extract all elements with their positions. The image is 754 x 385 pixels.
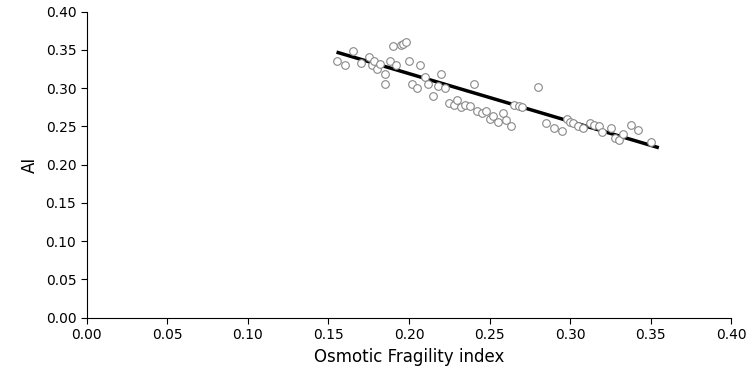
Point (609, 135, 621, 141)
X-axis label: Osmotic Fragility index: Osmotic Fragility index (314, 348, 504, 366)
Point (397, 40, 409, 47)
Point (496, 109, 508, 116)
Point (403, 57, 415, 64)
Point (596, 129, 608, 136)
Point (400, 39, 412, 45)
Point (452, 97, 464, 103)
Point (564, 119, 576, 125)
Point (467, 81, 480, 87)
Point (455, 104, 467, 110)
Point (568, 120, 580, 126)
Point (487, 113, 499, 119)
Point (379, 81, 391, 87)
Point (384, 58, 396, 64)
Point (572, 123, 584, 129)
Point (480, 108, 492, 114)
Point (577, 125, 589, 131)
Point (443, 100, 455, 106)
Point (588, 122, 600, 128)
Point (367, 58, 379, 64)
Y-axis label: AI: AI (20, 156, 38, 173)
Point (605, 125, 617, 131)
Point (374, 60, 386, 67)
Point (422, 81, 434, 87)
Point (439, 85, 451, 91)
Point (379, 71, 391, 77)
Point (347, 48, 359, 54)
Point (556, 128, 569, 134)
Point (406, 81, 418, 87)
Point (428, 93, 440, 99)
Point (390, 62, 402, 68)
Point (492, 119, 504, 125)
Point (435, 71, 447, 77)
Point (504, 123, 516, 129)
Point (593, 123, 605, 129)
Point (395, 42, 407, 48)
Point (330, 58, 342, 64)
Point (612, 137, 624, 143)
Point (548, 125, 560, 131)
Point (363, 54, 375, 60)
Point (584, 119, 596, 126)
Point (459, 102, 471, 108)
Point (464, 102, 477, 109)
Point (448, 102, 460, 108)
Point (339, 62, 351, 68)
Point (476, 109, 488, 116)
Point (500, 117, 512, 123)
Point (632, 127, 644, 133)
Point (532, 84, 544, 90)
Point (354, 60, 366, 66)
Point (371, 66, 383, 72)
Point (470, 108, 483, 114)
Point (516, 104, 528, 110)
Point (419, 74, 431, 80)
Point (645, 139, 657, 145)
Point (561, 116, 573, 122)
Point (540, 119, 552, 126)
Point (432, 83, 444, 89)
Point (411, 85, 423, 91)
Point (387, 43, 399, 49)
Point (625, 122, 637, 128)
Point (483, 116, 495, 122)
Point (366, 62, 378, 68)
Point (414, 62, 426, 68)
Point (513, 102, 525, 109)
Point (507, 102, 520, 108)
Point (618, 131, 630, 137)
